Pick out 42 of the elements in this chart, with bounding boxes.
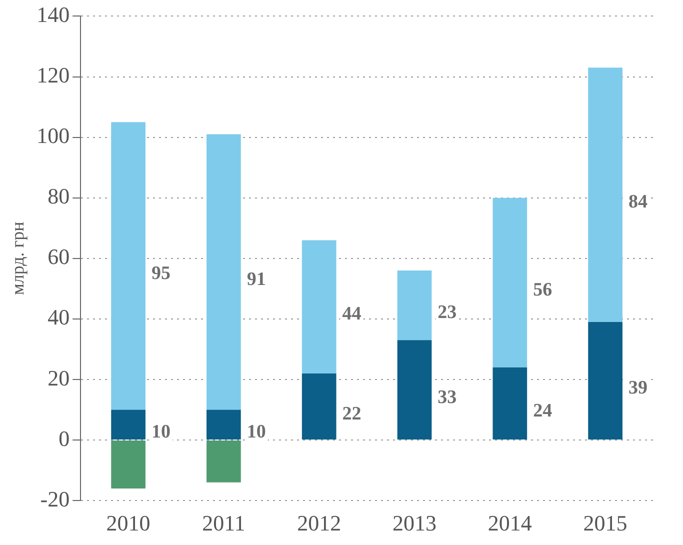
bar xyxy=(302,373,336,440)
y-tick-label: 60 xyxy=(48,244,70,270)
y-tick-label: 140 xyxy=(36,2,70,27)
data-label: 10 xyxy=(246,422,266,443)
x-tick-label: 2012 xyxy=(297,510,342,536)
data-label: 56 xyxy=(533,280,552,301)
bar xyxy=(111,440,146,488)
data-label: 84 xyxy=(628,192,648,213)
bar xyxy=(206,410,241,440)
bar xyxy=(492,198,528,368)
bar xyxy=(492,367,528,440)
data-label: 23 xyxy=(438,302,457,324)
x-tick-label: 2010 xyxy=(106,510,150,536)
bar xyxy=(206,134,241,410)
bar xyxy=(111,122,146,410)
y-tick-label: 120 xyxy=(36,62,70,88)
data-label: 39 xyxy=(628,378,648,399)
y-axis-title: млрд. грн xyxy=(8,221,28,296)
y-tick-label: 20 xyxy=(48,365,70,390)
y-tick-label: 0 xyxy=(58,426,70,451)
x-tick-label: 2011 xyxy=(202,510,246,536)
data-label: 22 xyxy=(342,403,362,424)
x-tick-label: 2013 xyxy=(392,510,436,536)
x-tick-label: 2014 xyxy=(488,510,532,536)
data-label: 44 xyxy=(342,304,362,325)
bar xyxy=(397,270,432,340)
bar xyxy=(588,322,622,440)
x-tick-label: 2015 xyxy=(583,510,628,536)
y-tick-label: 40 xyxy=(48,304,70,330)
data-label: 95 xyxy=(151,262,170,284)
y-tick-label: 80 xyxy=(48,184,70,209)
y-tick-label: -20 xyxy=(40,486,70,512)
bar xyxy=(206,440,241,482)
data-label: 10 xyxy=(151,422,170,443)
bar xyxy=(111,410,146,440)
bar xyxy=(588,68,622,322)
y-tick-label: 100 xyxy=(36,123,70,148)
data-label: 91 xyxy=(246,268,266,290)
bar xyxy=(302,240,336,374)
bar xyxy=(397,340,432,440)
data-label: 33 xyxy=(438,386,457,408)
data-label: 24 xyxy=(533,400,553,422)
